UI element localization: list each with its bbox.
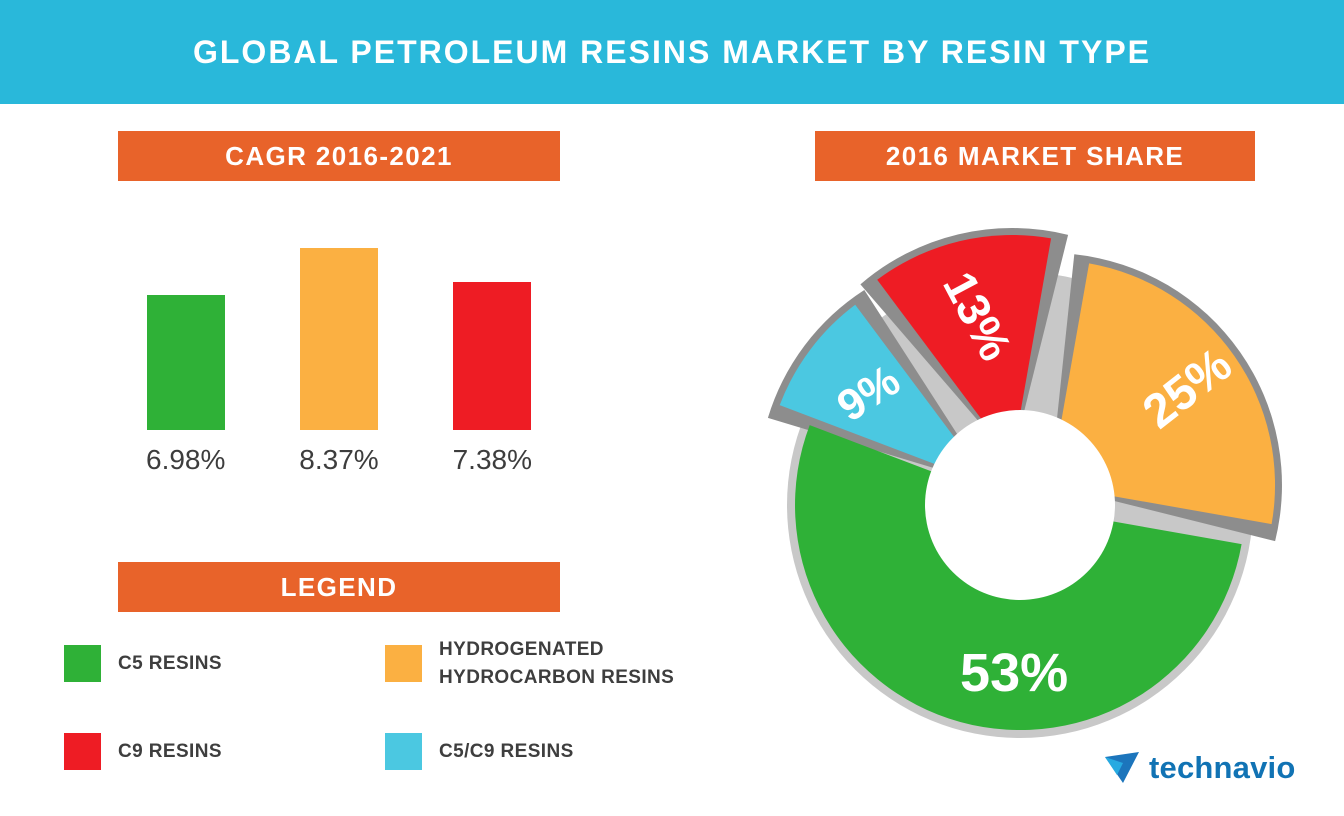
legend-swatch-3: [385, 733, 422, 771]
cagr-bar-2: [453, 282, 532, 430]
legend-item-label: HYDROGENATED HYDROCARBON RESINS: [439, 639, 675, 688]
pie-slice-3: [877, 234, 1052, 460]
legend-item-c5c9: C5/C9 RESINS: [385, 733, 744, 771]
legend-banner: LEGEND: [118, 562, 560, 612]
cagr-bar-0: [146, 295, 225, 430]
cagr-banner: CAGR 2016-2021: [118, 131, 560, 181]
legend-item-c9: C9 RESINS: [64, 733, 385, 771]
legend-swatch-0: [64, 645, 101, 683]
market-share-banner-label: 2016 MARKET SHARE: [885, 140, 1185, 171]
technavio-logo-icon: [1105, 752, 1139, 783]
pie-slice-2: [779, 304, 990, 485]
pie-slice-0: [1050, 263, 1276, 525]
legend-item-label: C5/C9 RESINS: [439, 740, 574, 762]
pie-label: 53%: [960, 643, 1068, 703]
market-share-banner: 2016 MARKET SHARE: [815, 131, 1255, 181]
cagr-bar-1: [300, 248, 378, 430]
bar-value-label: 7.38%: [452, 444, 532, 475]
technavio-logo-text: technavio: [1149, 750, 1296, 785]
page-title: GLOBAL PETROLEUM RESINS MARKET BY RESIN …: [192, 33, 1151, 70]
bar-column: 8.37%: [299, 248, 379, 477]
cagr-bar-chart: 6.98% 8.37% 7.38%: [118, 245, 560, 477]
legend-item-c5: C5 RESINS: [64, 645, 385, 683]
legend-swatch-1: [385, 645, 422, 683]
bar-column: 6.98%: [146, 295, 225, 477]
legend-banner-label: LEGEND: [280, 571, 398, 602]
legend-item-hydrogenated: HYDROGENATED HYDROCARBON RESINS: [385, 636, 744, 691]
market-share-pie-chart: 25%53%9%13%: [767, 228, 1282, 738]
pie-hole: [925, 410, 1115, 600]
bar-column: 7.38%: [453, 282, 532, 477]
legend-item-label: C5 RESINS: [118, 652, 222, 674]
header: GLOBAL PETROLEUM RESINS MARKET BY RESIN …: [0, 0, 1344, 104]
legend-item-label: C9 RESINS: [118, 740, 222, 762]
cagr-banner-label: CAGR 2016-2021: [225, 140, 453, 171]
legend: C5 RESINS HYDROGENATED HYDROCARBON RESIN…: [64, 636, 744, 771]
bar-value-label: 6.98%: [146, 444, 226, 475]
legend-swatch-2: [64, 733, 101, 771]
bar-value-label: 8.37%: [299, 444, 379, 475]
technavio-logo: technavio: [1104, 750, 1296, 786]
